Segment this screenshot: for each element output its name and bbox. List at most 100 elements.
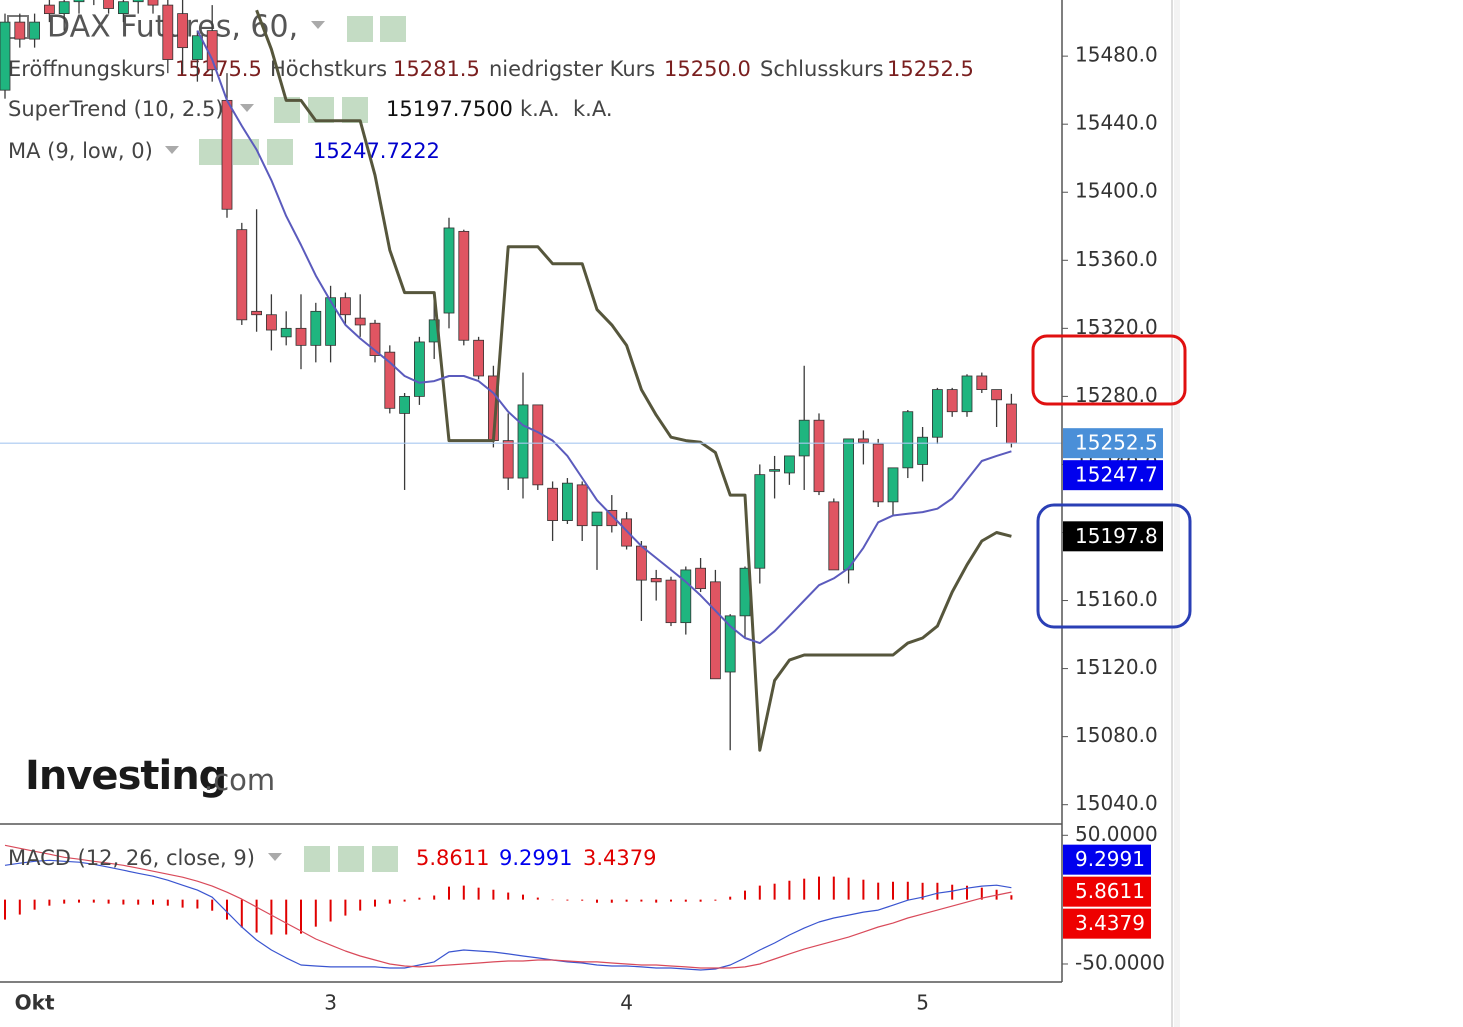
icon-eye[interactable]	[199, 139, 225, 165]
candle-body	[103, 0, 114, 9]
icon-close[interactable]	[372, 846, 398, 872]
price-tag-label: 3.4379	[1075, 911, 1145, 935]
candle-body	[58, 1, 70, 15]
candle-body	[177, 13, 189, 49]
series-legend: MA (9, low, 0)	[8, 139, 153, 163]
macd-plot	[4, 844, 1013, 971]
dropdown[interactable]	[311, 21, 325, 29]
icon-close[interactable]	[267, 139, 293, 165]
series-value: 15197.7500	[386, 97, 513, 121]
legend-label: niedrigster Kurs	[489, 57, 655, 81]
histogram-bar	[255, 899, 258, 933]
panel-edge	[1174, 0, 1180, 1027]
histogram-bar	[388, 899, 391, 904]
histogram-bar	[818, 876, 820, 900]
histogram-bar	[78, 899, 80, 903]
histogram-bar	[566, 899, 569, 901]
histogram-bar	[433, 895, 436, 900]
icon-eye[interactable]	[304, 846, 330, 872]
candle-body	[310, 310, 322, 346]
y-tick-label: 15160.0	[1075, 587, 1158, 611]
indicator-line	[4, 859, 1012, 971]
candle-body	[858, 438, 869, 443]
candle-body	[118, 1, 129, 15]
histogram-bar	[596, 899, 598, 903]
histogram-bar	[477, 887, 480, 900]
histogram-bar	[462, 885, 465, 900]
histogram-bar	[980, 887, 983, 900]
candle-body	[946, 389, 958, 413]
legend-label: Eröffnungskurs	[8, 57, 165, 81]
histogram-bar	[803, 878, 806, 900]
watermark: .com	[204, 763, 275, 797]
x-tick-label: 3	[324, 991, 337, 1015]
histogram-bar	[181, 899, 184, 908]
histogram-bar	[314, 899, 317, 927]
y-tick-label: 15400.0	[1075, 179, 1158, 203]
price-tag	[1063, 876, 1151, 907]
candle-body	[754, 474, 766, 569]
histogram-bar	[729, 896, 732, 900]
candle-body	[798, 419, 810, 457]
indicator-value: 3.4379	[583, 846, 656, 870]
icon-close[interactable]	[342, 97, 368, 123]
candle-body	[132, 0, 144, 3]
price-tag-label: 5.8611	[1075, 879, 1145, 903]
candle-body	[251, 310, 263, 316]
candle-body	[724, 615, 736, 673]
icon-eye[interactable]	[347, 16, 373, 42]
candle-body	[576, 484, 588, 527]
histogram-bar	[640, 899, 643, 902]
histogram-bar	[744, 890, 746, 900]
icon-settings[interactable]	[338, 846, 364, 872]
candle-body	[961, 375, 973, 413]
candle-body	[413, 341, 425, 397]
histogram-bar	[507, 892, 510, 900]
histogram-bar	[832, 876, 835, 900]
candle-body	[0, 21, 11, 91]
histogram-bar	[137, 899, 140, 905]
candle-body	[325, 297, 337, 346]
histogram-bar	[4, 899, 6, 920]
histogram-bar	[18, 899, 21, 915]
candle-body	[473, 339, 485, 377]
dropdown[interactable]	[165, 146, 179, 154]
icon-settings[interactable]	[233, 139, 259, 165]
histogram-bar	[492, 889, 495, 900]
candle-body	[502, 440, 514, 479]
candle-body	[443, 227, 455, 314]
histogram-bar	[773, 883, 776, 900]
price-tag	[1063, 521, 1163, 552]
indicator-line	[4, 844, 1012, 969]
macd-legend: MACD (12, 26, close, 9) 5.8611 9.2991 3.…	[8, 846, 656, 872]
histogram-bar	[625, 899, 628, 902]
icon-settings[interactable]	[308, 97, 334, 123]
histogram-bar	[936, 882, 939, 900]
histogram-bar	[152, 899, 154, 905]
candle-body	[591, 511, 603, 527]
price-tag	[1063, 844, 1151, 875]
histogram-bar	[300, 899, 302, 934]
histogram-bar	[226, 899, 228, 920]
price-tag-label: 9.2991	[1075, 847, 1145, 871]
histogram-bar	[63, 899, 66, 904]
histogram-bar	[374, 899, 376, 907]
candle-body	[621, 518, 632, 547]
highlight-box	[1036, 503, 1192, 629]
candle-body	[547, 487, 558, 521]
histogram-bar	[285, 899, 288, 935]
icon-settings[interactable]	[380, 16, 406, 42]
dropdown[interactable]	[268, 853, 282, 861]
x-tick-label: 5	[916, 991, 929, 1015]
dropdown[interactable]	[240, 104, 254, 112]
candle-body	[221, 99, 233, 210]
histogram-bar	[892, 881, 894, 900]
y-tick-label: 15040.0	[1075, 791, 1158, 815]
price-plot	[0, 0, 1062, 752]
price-tag-label: 15197.8	[1075, 524, 1158, 548]
candle-body	[458, 230, 470, 341]
legend-value: 15281.5	[393, 57, 480, 81]
